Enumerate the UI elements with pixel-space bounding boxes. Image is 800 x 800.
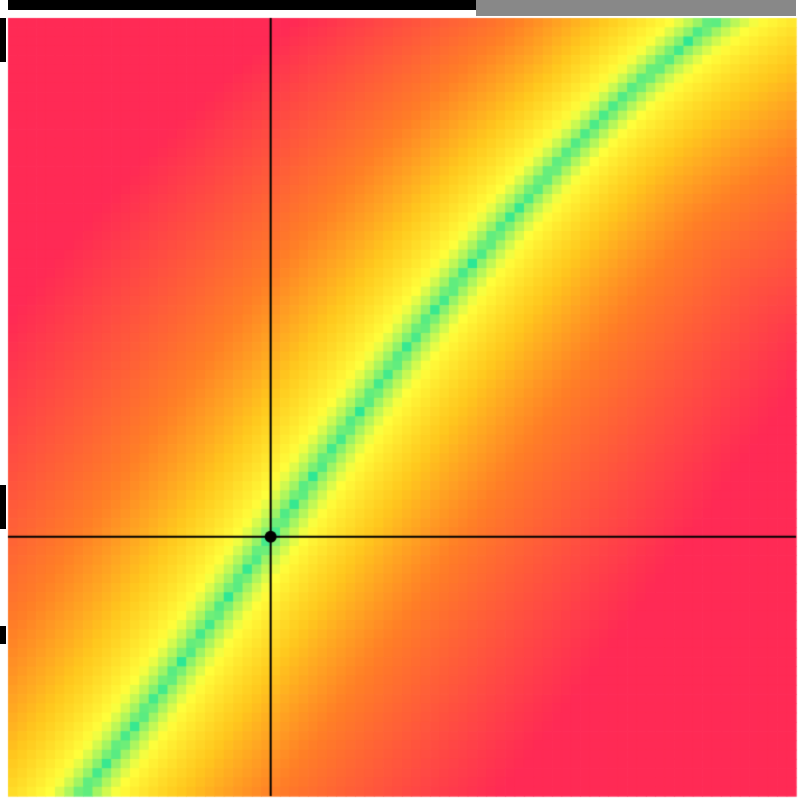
- left-tick-0: [0, 18, 6, 62]
- top-border-right: [476, 0, 796, 16]
- left-tick-1: [0, 485, 6, 529]
- top-border-left: [8, 0, 476, 10]
- axis-overlay: [0, 0, 800, 800]
- left-tick-2: [0, 626, 6, 644]
- heatmap-chart: [0, 0, 800, 800]
